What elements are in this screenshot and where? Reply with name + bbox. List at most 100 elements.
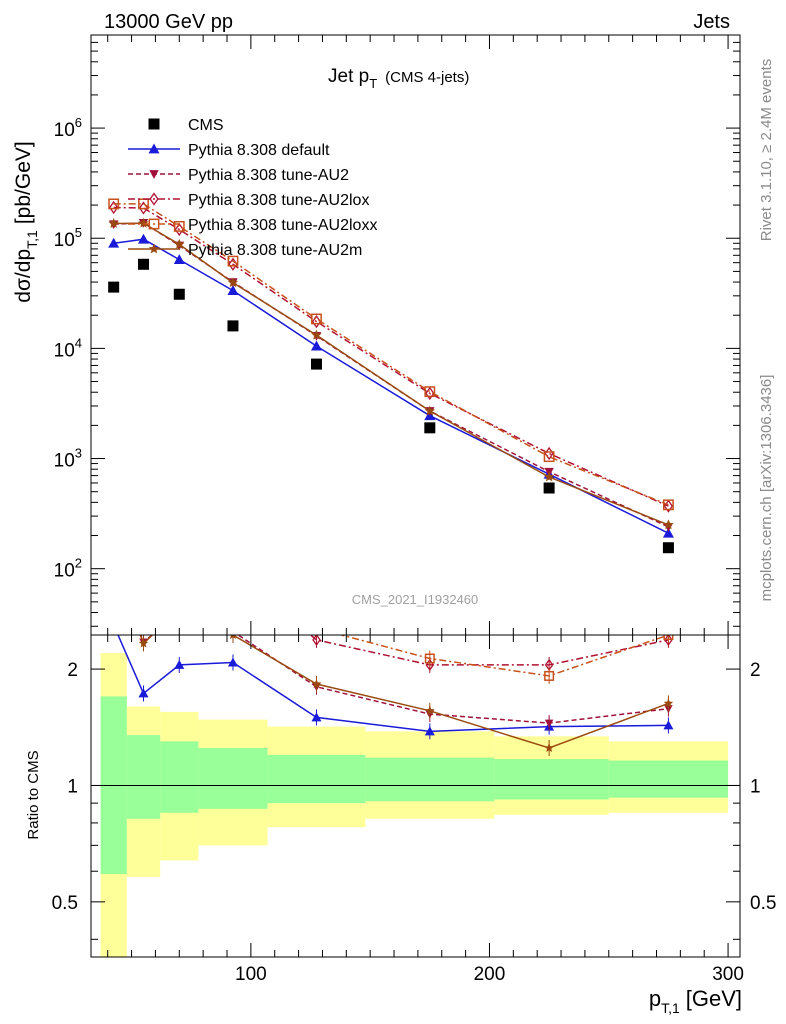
data-point xyxy=(174,222,184,237)
ratio-y-tick-label-right: 0.5 xyxy=(750,893,776,914)
x-axis-label-unit: [GeV] xyxy=(686,986,742,1011)
data-point xyxy=(543,471,555,482)
data-point xyxy=(311,329,322,340)
ratio-y-tick-label: 0.5 xyxy=(52,893,78,914)
y-tick-label: 105 xyxy=(54,225,82,251)
legend-marker xyxy=(148,118,160,130)
legend-marker xyxy=(148,143,160,154)
legend-item-5: Pythia 8.308 tune-AU2m xyxy=(128,242,362,259)
ratio-series-1 xyxy=(109,562,673,732)
ratio-point xyxy=(544,743,554,752)
legend-marker xyxy=(149,192,159,206)
uncertainty-band-inner xyxy=(494,759,609,800)
ratio-series-4 xyxy=(109,559,674,756)
data-point xyxy=(174,238,185,249)
data-point xyxy=(424,405,435,416)
series-line xyxy=(113,222,669,528)
data-point xyxy=(543,451,555,463)
data-point xyxy=(310,358,322,370)
main-panel: 102 103 104 105 106 xyxy=(54,34,741,636)
data-point xyxy=(227,277,239,288)
series-2 xyxy=(108,218,674,532)
y-tick-label: 106 xyxy=(54,115,82,141)
series-0 xyxy=(108,258,674,554)
ratio-line xyxy=(139,635,669,724)
header-right: Jets xyxy=(693,11,730,33)
ratio-point xyxy=(311,712,322,722)
ratio-point xyxy=(174,659,185,669)
data-point xyxy=(311,313,322,325)
ratio-point xyxy=(663,698,674,708)
data-point xyxy=(663,519,674,530)
mcplots-label: mcplots.cern.ch [arXiv:1306.3436] xyxy=(758,375,775,602)
legend-marker xyxy=(148,243,160,254)
ratio-point xyxy=(424,653,435,664)
ratio-point xyxy=(176,556,183,566)
data-point xyxy=(662,542,674,554)
uncertainty-band-inner xyxy=(160,741,199,813)
legend-item-2: Pythia 8.308 tune-AU2 xyxy=(128,167,349,184)
legend-label: Pythia 8.308 default xyxy=(188,142,330,159)
ratio-point xyxy=(175,544,184,553)
data-point xyxy=(138,217,149,228)
ratio-point xyxy=(424,726,435,736)
main-y-axis-label-unit: [pb/GeV] xyxy=(12,141,35,224)
ratio-frame xyxy=(90,634,741,958)
ratio-series-3 xyxy=(109,492,674,684)
main-y-axis-label-sub: T,1 xyxy=(24,230,40,249)
series-line xyxy=(113,238,669,534)
ratio-point xyxy=(109,562,118,570)
y-tick-label: 102 xyxy=(54,556,82,582)
data-point xyxy=(173,221,185,232)
ratio-point xyxy=(227,657,238,667)
ratio-panel: 0.5 0.5 1 1 2 2 100 200 300 xyxy=(52,492,776,985)
data-point xyxy=(137,258,149,270)
legend: CMS Pythia 8.308 default Pythia 8.308 tune… xyxy=(128,117,377,259)
ratio-point xyxy=(109,559,119,568)
legend-marker xyxy=(148,218,160,230)
rivet-label: Rivet 3.1.10, ≥ 2.4M events xyxy=(758,59,775,242)
ratio-point xyxy=(664,635,673,647)
ratio-line xyxy=(117,635,669,733)
data-point xyxy=(425,386,435,401)
ratio-point xyxy=(312,624,321,633)
ratio-line xyxy=(139,635,669,749)
data-point xyxy=(137,233,149,244)
plot-title-sub: T xyxy=(369,76,377,91)
plot-title-extra: (CMS 4-jets) xyxy=(385,69,469,86)
uncertainty-band-inner xyxy=(198,747,268,809)
x-axis-label: pT,1 [GeV] xyxy=(649,986,742,1016)
data-point xyxy=(662,499,674,511)
legend-label: Pythia 8.308 tune-AU2m xyxy=(188,242,362,259)
data-point xyxy=(108,218,119,228)
plot-title: Jet pT (CMS 4-jets) xyxy=(328,66,469,91)
ratio-point xyxy=(544,670,555,681)
data-point xyxy=(424,422,436,434)
ratio-point xyxy=(138,638,149,648)
legend-item-1: Pythia 8.308 default xyxy=(128,142,330,159)
data-point xyxy=(227,255,239,267)
ratio-y-tick-label: 2 xyxy=(67,660,78,681)
data-point xyxy=(227,285,239,295)
legend-label: Pythia 8.308 tune-AU2lox xyxy=(188,192,369,209)
legend-item-3: Pythia 8.308 tune-AU2lox xyxy=(128,192,369,209)
ratio-point xyxy=(544,719,554,728)
x-tick-label: 300 xyxy=(712,964,744,985)
legend-item-4: Pythia 8.308 tune-AU2loxx xyxy=(128,217,377,234)
uncertainty-band-inner xyxy=(608,760,729,798)
ratio-y-tick-label-right: 1 xyxy=(750,776,761,797)
analysis-watermark: CMS_2021_I1932460 xyxy=(352,592,479,607)
x-axis-label-main: p xyxy=(649,986,661,1011)
series-5 xyxy=(108,217,674,530)
ratio-point xyxy=(109,492,118,501)
series-line xyxy=(113,206,669,507)
ratio-point xyxy=(175,609,184,617)
ratio-series xyxy=(109,492,674,756)
ratio-series-2 xyxy=(176,556,673,673)
legend-label: Pythia 8.308 tune-AU2 xyxy=(188,167,349,184)
ratio-point xyxy=(139,571,148,580)
x-tick-label: 100 xyxy=(235,964,267,985)
y-tick-label: 104 xyxy=(54,335,82,361)
main-y-axis-label-main: dσ/dp xyxy=(12,249,35,303)
ratio-point xyxy=(229,553,238,562)
